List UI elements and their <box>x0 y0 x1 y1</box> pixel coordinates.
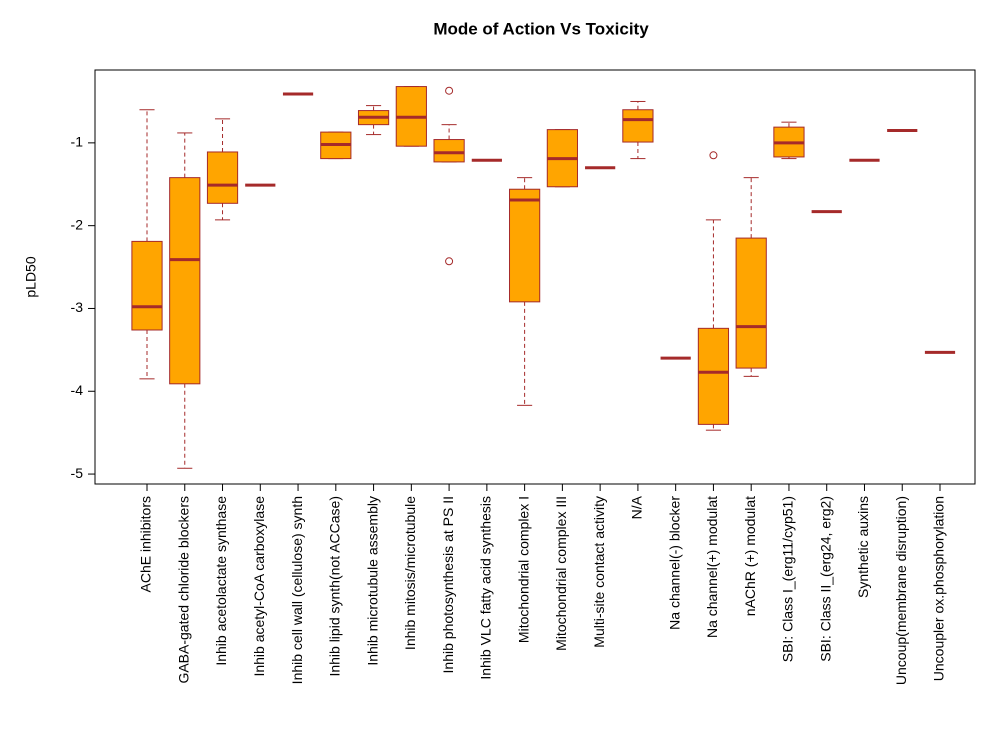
x-tick-label: AChE inhibitors <box>138 496 154 593</box>
box <box>697 327 730 425</box>
plot-frame <box>94 69 976 485</box>
box <box>131 240 163 331</box>
box <box>433 139 465 163</box>
x-tick-label: Inhib photosynthesis at PS II <box>440 496 456 673</box>
box <box>622 109 654 143</box>
x-tick-label: Na channel(+) modulat <box>704 496 720 638</box>
box <box>735 237 767 369</box>
x-tick-label: Inhib cell wall (cellulose) synth <box>289 496 305 684</box>
y-tick-label: -4 <box>71 382 84 398</box>
x-tick-label: Inhib VLC fatty acid synthesis <box>478 496 494 680</box>
x-tick-label: Inhib acetolactate synthase <box>213 496 229 666</box>
x-tick-label: N/A <box>629 495 645 519</box>
x-tick-label: nAChR (+) modulat <box>742 496 758 616</box>
y-axis-label: pLD50 <box>23 256 39 297</box>
x-tick-label: Uncoupler ox.phosphorylation <box>931 496 947 681</box>
box <box>509 188 541 303</box>
x-tick-label: Inhib acetyl-CoA carboxylase <box>251 496 267 677</box>
x-tick-label: Uncoup(membrane disruption) <box>893 496 909 685</box>
box <box>169 177 201 385</box>
x-tick-label: GABA-gated chloride blockers <box>175 496 191 684</box>
y-tick-label: -2 <box>71 216 84 232</box>
x-tick-label: Multi-site contact activity <box>591 496 607 648</box>
y-tick-label: -3 <box>71 299 84 315</box>
y-tick-label: -5 <box>71 465 84 481</box>
x-tick-label: SBI: Class II_(erg24, erg2) <box>817 496 833 662</box>
x-tick-label: Inhib microtubule assembly <box>364 496 380 666</box>
outlier <box>709 151 718 160</box>
x-tick-label: Synthetic auxins <box>855 496 871 598</box>
outlier <box>445 86 454 95</box>
x-tick-label: SBI: Class I_(erg11/cyp51) <box>780 496 796 662</box>
x-tick-label: Mitochondrial complex I <box>515 496 531 643</box>
x-tick-label: Inhib mitosis/microtubule <box>402 496 418 650</box>
x-tick-label: Mitochondrial complex III <box>553 496 569 651</box>
box <box>206 151 239 204</box>
x-tick-label: Na channel(-) blocker <box>666 496 682 630</box>
chart-title: Mode of Action Vs Toxicity <box>433 19 649 38</box>
y-tick-label: -1 <box>71 134 84 150</box>
x-tick-label: Inhib lipid synth(not ACCase) <box>327 496 343 677</box>
outlier <box>445 257 454 266</box>
